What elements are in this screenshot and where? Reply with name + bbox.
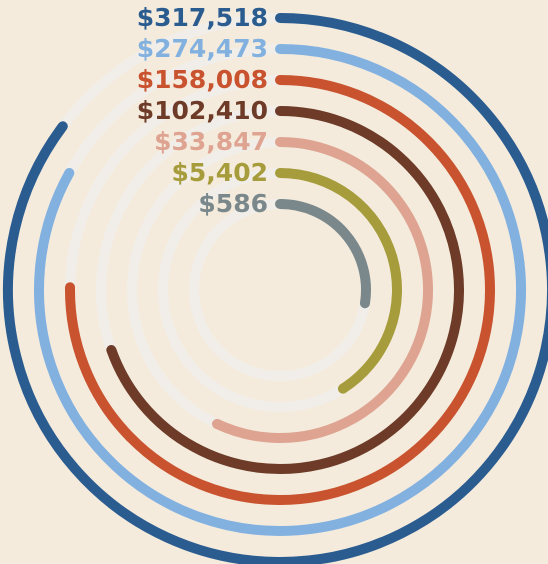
- arc-bar: [212, 137, 433, 443]
- arc-bar: [106, 106, 464, 474]
- value-label: $274,473: [137, 34, 268, 63]
- arc-bar: [275, 199, 371, 309]
- value-label: $317,518: [137, 3, 268, 32]
- value-label: $5,402: [172, 158, 268, 187]
- arc-bar: [3, 13, 548, 564]
- value-label: $33,847: [154, 127, 268, 156]
- value-label: $102,410: [137, 96, 268, 125]
- value-label: $586: [198, 189, 268, 218]
- arc-bar: [34, 44, 526, 536]
- arc-bar: [65, 75, 495, 505]
- value-label: $158,008: [137, 65, 268, 94]
- arc-bar: [275, 168, 402, 394]
